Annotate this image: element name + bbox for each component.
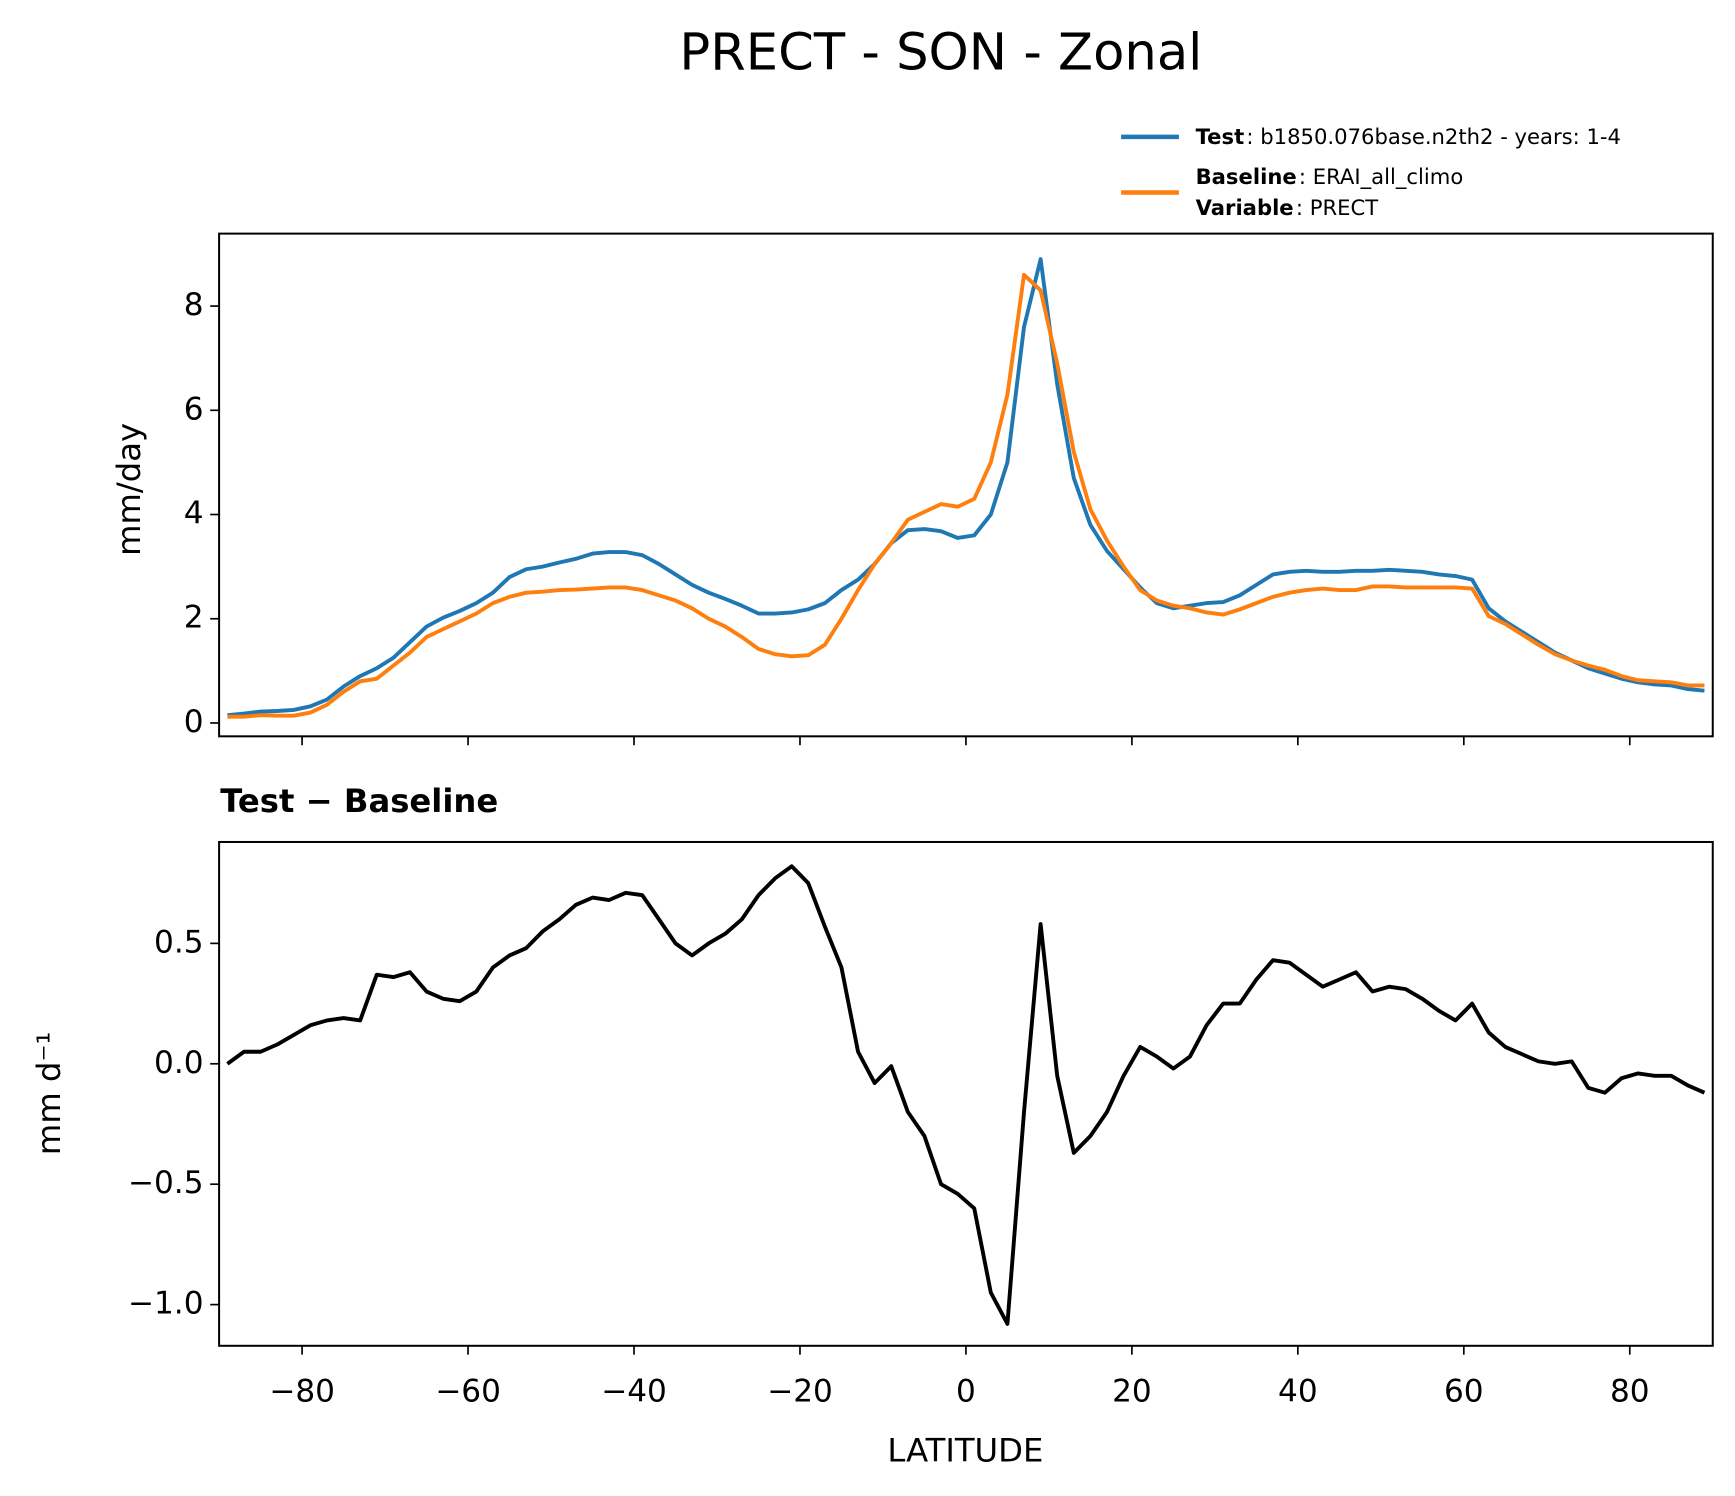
y-tick-label: 8 <box>184 287 204 323</box>
y-axis-label: mm d⁻¹ <box>30 1032 68 1156</box>
x-tick-label: −40 <box>601 1374 667 1410</box>
x-tick-label: −80 <box>269 1374 335 1410</box>
x-axis-label: LATITUDE <box>887 1432 1043 1470</box>
figure-title: PRECT - SON - Zonal <box>679 24 1202 83</box>
y-tick-label: 0.5 <box>154 924 203 960</box>
data-line <box>227 257 1705 718</box>
y-tick-label: 2 <box>184 600 204 636</box>
y-tick-label: 0 <box>184 704 204 740</box>
y-axis-label: mm/day <box>110 423 148 556</box>
x-tick-label: 80 <box>1610 1374 1650 1410</box>
y-tick-label: 6 <box>184 391 204 427</box>
legend-label: Variable <box>1196 195 1294 220</box>
legend: Test : b1850.076base.n2th2 - years: 1-4 … <box>1121 124 1621 220</box>
panel-title: Test − Baseline <box>220 782 498 820</box>
y-tick-label: 4 <box>184 496 204 532</box>
data-line <box>227 272 1705 719</box>
axes-frame <box>218 840 1714 1347</box>
y-tick-label: −0.5 <box>128 1165 204 1201</box>
x-tick-label: −60 <box>435 1374 501 1410</box>
legend-text: : PRECT <box>1296 195 1378 220</box>
legend-text: : ERAI_all_climo <box>1299 164 1463 190</box>
x-tick-label: 20 <box>1112 1374 1152 1410</box>
y-tick-label: 0.0 <box>154 1045 203 1081</box>
x-tick-label: 60 <box>1444 1374 1484 1410</box>
axes-frame <box>218 232 1714 738</box>
legend-label: Test <box>1196 124 1245 149</box>
legend-label: Baseline <box>1196 164 1297 189</box>
x-tick-label: 40 <box>1278 1374 1318 1410</box>
legend-text: : b1850.076base.n2th2 - years: 1-4 <box>1246 124 1621 149</box>
y-tick-label: −1.0 <box>128 1286 204 1322</box>
x-tick-label: 0 <box>956 1374 976 1410</box>
x-tick-label: −20 <box>767 1374 833 1410</box>
data-line <box>226 864 1706 1326</box>
